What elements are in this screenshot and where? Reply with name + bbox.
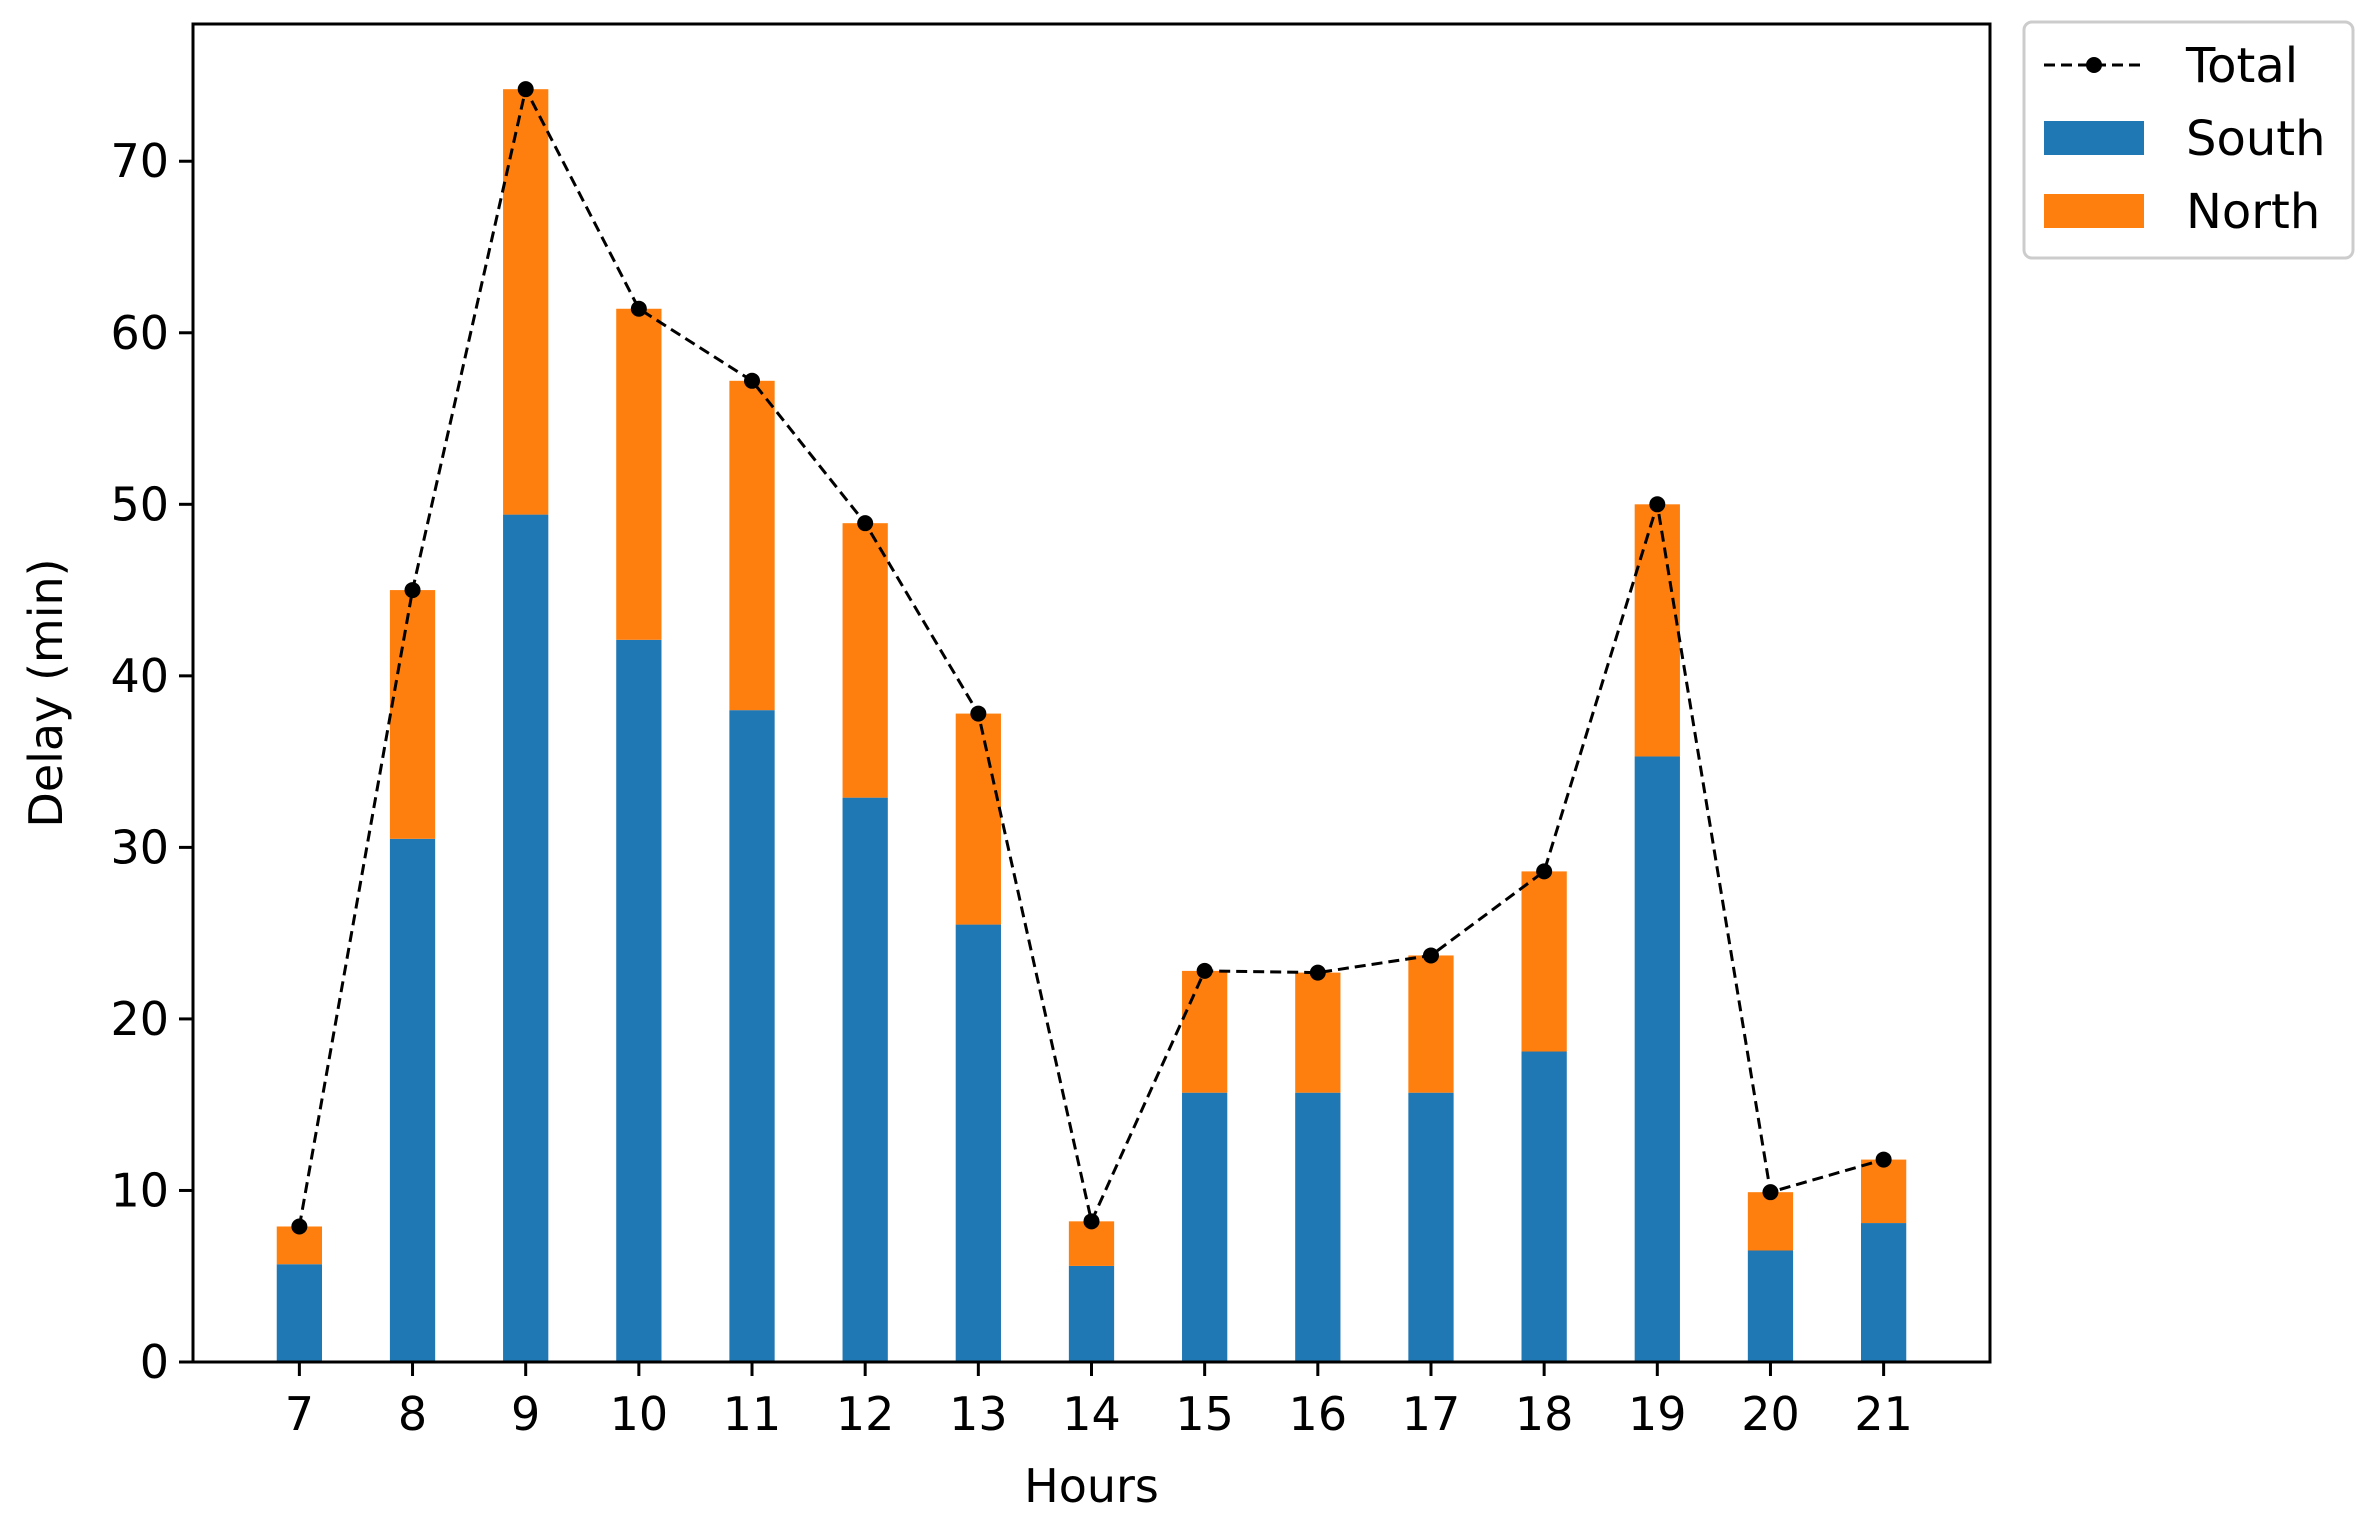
legend: Total South North — [2022, 20, 2355, 260]
x-tick-label-8: 8 — [398, 1387, 427, 1441]
bar-north-8 — [389, 590, 436, 839]
total-point-14 — [1083, 1213, 1100, 1230]
total-point-7 — [291, 1218, 308, 1235]
bar-north-10 — [616, 308, 662, 640]
y-tick-label-40: 40 — [110, 649, 169, 703]
legend-marker-total — [2086, 57, 2102, 73]
total-point-12 — [857, 515, 874, 532]
total-point-11 — [744, 372, 761, 389]
x-tick-label-14: 14 — [1062, 1387, 1121, 1441]
total-line-layer — [291, 81, 1892, 1235]
y-tick-label-70: 70 — [110, 134, 169, 188]
x-tick-label-7: 7 — [285, 1387, 314, 1441]
total-point-19 — [1649, 496, 1666, 513]
x-axis: 7 8 9 10 11 12 13 14 15 16 17 18 19 20 21 — [285, 1362, 1913, 1441]
x-tick-label-13: 13 — [949, 1387, 1008, 1441]
x-tick-label-16: 16 — [1289, 1387, 1348, 1441]
total-point-20 — [1762, 1184, 1779, 1201]
bar-north-13 — [955, 713, 1001, 925]
bar-south-7 — [276, 1264, 323, 1362]
total-point-9 — [517, 81, 534, 98]
total-point-17 — [1422, 947, 1439, 964]
bar-south-13 — [955, 924, 1001, 1362]
total-point-21 — [1875, 1151, 1892, 1168]
bar-south-17 — [1408, 1092, 1454, 1362]
total-point-18 — [1536, 863, 1553, 880]
total-point-13 — [970, 705, 987, 722]
bar-north-21 — [1860, 1159, 1907, 1224]
legend-swatch-south — [2044, 121, 2144, 155]
legend-swatch-north — [2044, 194, 2144, 228]
y-tick-label-60: 60 — [110, 306, 169, 360]
y-tick-label-30: 30 — [110, 820, 169, 874]
y-tick-label-50: 50 — [110, 477, 169, 531]
plot-frame — [191, 22, 1992, 1364]
x-tick-label-12: 12 — [836, 1387, 895, 1441]
x-tick-label-10: 10 — [610, 1387, 669, 1441]
bar-north-15 — [1182, 970, 1228, 1093]
total-point-16 — [1309, 964, 1326, 981]
x-tick-label-18: 18 — [1515, 1387, 1574, 1441]
x-tick-label-11: 11 — [723, 1387, 782, 1441]
legend-item-south: South — [2044, 111, 2326, 167]
total-point-8 — [404, 582, 421, 599]
y-tick-label-10: 10 — [110, 1163, 169, 1217]
bar-south-18 — [1521, 1051, 1567, 1362]
y-tick-label-20: 20 — [110, 992, 169, 1046]
x-tick-label-20: 20 — [1741, 1387, 1800, 1441]
y-tick-label-0: 0 — [140, 1335, 169, 1389]
x-tick-label-21: 21 — [1854, 1387, 1913, 1441]
bar-north-9 — [503, 89, 549, 515]
y-axis: 0 10 20 30 40 50 60 70 — [110, 134, 193, 1389]
bar-north-20 — [1747, 1192, 1794, 1251]
x-tick-label-17: 17 — [1402, 1387, 1461, 1441]
bar-south-16 — [1295, 1092, 1341, 1362]
total-point-10 — [630, 300, 647, 317]
bar-south-12 — [842, 797, 888, 1362]
legend-label-total: Total — [2185, 38, 2298, 94]
legend-label-south: South — [2186, 111, 2326, 167]
bar-north-12 — [842, 523, 888, 798]
total-point-15 — [1196, 962, 1213, 979]
bar-south-20 — [1747, 1250, 1794, 1362]
bar-south-9 — [503, 514, 549, 1362]
bar-north-11 — [729, 380, 775, 711]
x-tick-label-19: 19 — [1628, 1387, 1687, 1441]
legend-item-north: North — [2044, 184, 2320, 240]
bar-south-14 — [1068, 1265, 1115, 1362]
bar-south-10 — [616, 639, 662, 1362]
legend-item-total: Total — [2044, 38, 2298, 94]
bar-north-18 — [1521, 871, 1567, 1052]
bar-south-19 — [1634, 756, 1680, 1362]
bar-north-19 — [1634, 504, 1680, 757]
bar-south-21 — [1860, 1223, 1907, 1362]
total-series-line — [297, 84, 1885, 1227]
bar-north-17 — [1408, 955, 1454, 1093]
legend-label-north: North — [2186, 184, 2320, 240]
bar-south-11 — [729, 710, 775, 1362]
x-tick-label-15: 15 — [1175, 1387, 1234, 1441]
x-axis-label: Hours — [1024, 1459, 1159, 1513]
x-tick-label-9: 9 — [511, 1387, 540, 1441]
bar-south-8 — [389, 838, 436, 1362]
bar-south-15 — [1182, 1092, 1228, 1362]
y-axis-label: Delay (min) — [19, 558, 73, 827]
bars-layer — [276, 89, 1907, 1362]
bar-north-16 — [1295, 972, 1341, 1093]
